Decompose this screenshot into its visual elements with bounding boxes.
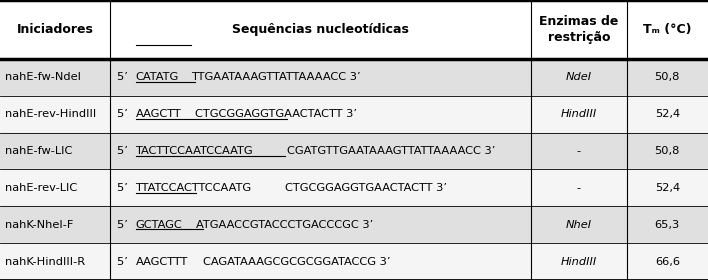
Text: NheI: NheI [566, 220, 592, 230]
Text: Iniciadores: Iniciadores [16, 23, 93, 36]
Text: TACTTCCAATCCAATG: TACTTCCAATCCAATG [135, 146, 253, 156]
Text: CATATG: CATATG [135, 72, 179, 82]
Text: 5’: 5’ [117, 146, 131, 156]
Text: Sequências nucleotídicas: Sequências nucleotídicas [232, 23, 409, 36]
Text: TTGAATAAAGTTATTAAAACC 3’: TTGAATAAAGTTATTAAAACC 3’ [191, 72, 361, 82]
Bar [0, 243, 708, 280]
Bar [0, 0, 708, 59]
Text: 5’: 5’ [117, 72, 131, 82]
Text: -: - [577, 146, 581, 156]
Text: AAGCTTT: AAGCTTT [135, 256, 188, 267]
Text: 50,8: 50,8 [655, 72, 680, 82]
Bar [0, 206, 708, 243]
Text: nahE-fw-LIC: nahE-fw-LIC [5, 146, 72, 156]
Text: nahK-NheI-F: nahK-NheI-F [5, 220, 74, 230]
Text: -: - [577, 183, 581, 193]
Text: Tₘ (°C): Tₘ (°C) [643, 23, 692, 36]
Text: nahE-fw-NdeI: nahE-fw-NdeI [5, 72, 81, 82]
Text: TTATCCACTTCCAATG: TTATCCACTTCCAATG [135, 183, 251, 193]
Text: nahE-rev-HindIII: nahE-rev-HindIII [5, 109, 96, 119]
Text: 5’: 5’ [117, 109, 131, 119]
Text: nahK-HindIII-R: nahK-HindIII-R [5, 256, 85, 267]
Text: 52,4: 52,4 [655, 183, 680, 193]
Text: 5’: 5’ [117, 256, 131, 267]
Bar [0, 59, 708, 96]
Text: 5’: 5’ [117, 183, 131, 193]
Bar [0, 132, 708, 169]
Text: 65,3: 65,3 [655, 220, 680, 230]
Text: 52,4: 52,4 [655, 109, 680, 119]
Text: HindIII: HindIII [561, 256, 597, 267]
Bar [0, 169, 708, 206]
Text: 50,8: 50,8 [655, 146, 680, 156]
Text: nahE-rev-LIC: nahE-rev-LIC [5, 183, 77, 193]
Text: 66,6: 66,6 [655, 256, 680, 267]
Text: GCTAGC: GCTAGC [135, 220, 182, 230]
Text: CGATGTTGAATAAAGTTATTAAAACC 3’: CGATGTTGAATAAAGTTATTAAAACC 3’ [287, 146, 496, 156]
Text: 5’: 5’ [117, 220, 131, 230]
Text: AAGCTT: AAGCTT [135, 109, 181, 119]
Text: Enzimas de
restrição: Enzimas de restrição [539, 15, 619, 44]
Bar [0, 96, 708, 132]
Text: HindIII: HindIII [561, 109, 597, 119]
Text: ATGAACCGTACCCTGACCCGC 3’: ATGAACCGTACCCTGACCCGC 3’ [196, 220, 373, 230]
Text: CTGCGGAGGTGAACTACTT 3’: CTGCGGAGGTGAACTACTT 3’ [195, 109, 357, 119]
Text: CAGATAAAGCGCGCGGATACCG 3’: CAGATAAAGCGCGCGGATACCG 3’ [203, 256, 391, 267]
Text: CTGCGGAGGTGAACTACTT 3’: CTGCGGAGGTGAACTACTT 3’ [285, 183, 447, 193]
Text: NdeI: NdeI [566, 72, 592, 82]
